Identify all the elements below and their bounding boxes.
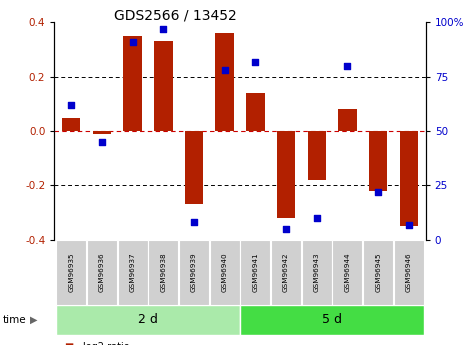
Text: GSM96943: GSM96943 [314,253,320,292]
Text: GSM96940: GSM96940 [222,253,228,292]
Bar [271,240,301,305]
Bar [240,240,271,305]
Bar [185,131,203,205]
Bar [210,240,240,305]
Bar [149,240,178,305]
Bar [307,131,326,180]
Bar [302,240,332,305]
Bar [277,131,295,218]
Point [159,26,167,32]
Bar [87,240,117,305]
Bar [179,240,209,305]
Text: GDS2566 / 13452: GDS2566 / 13452 [114,9,236,23]
Point [282,226,290,232]
Text: GSM96938: GSM96938 [160,253,166,292]
Text: ■: ■ [64,342,73,345]
Bar [93,131,111,134]
Bar [240,305,424,335]
Bar [154,41,173,131]
Point [252,59,259,64]
Point [221,68,228,73]
Text: GSM96945: GSM96945 [375,253,381,292]
Bar [118,240,148,305]
Point [129,39,136,45]
Bar [216,33,234,131]
Text: GSM96946: GSM96946 [406,253,412,292]
Bar [246,93,264,131]
Text: log2 ratio: log2 ratio [83,342,130,345]
Bar [338,109,357,131]
Text: 5 d: 5 d [322,314,342,326]
Text: GSM96937: GSM96937 [130,253,136,292]
Point [98,139,106,145]
Text: GSM96942: GSM96942 [283,253,289,292]
Point [68,102,75,108]
Point [374,189,382,195]
Text: GSM96944: GSM96944 [344,253,350,292]
Bar [123,36,142,131]
Bar [363,240,393,305]
Point [190,220,198,225]
Text: time: time [2,315,26,325]
Bar [369,131,387,191]
Text: ▶: ▶ [30,315,37,325]
Text: 2 d: 2 d [138,314,158,326]
Bar [400,131,418,226]
Bar [56,240,86,305]
Text: GSM96936: GSM96936 [99,253,105,292]
Bar [394,240,424,305]
Bar [56,305,240,335]
Point [313,215,321,221]
Point [405,222,412,227]
Bar [62,118,80,131]
Text: GSM96941: GSM96941 [253,253,258,292]
Text: GSM96939: GSM96939 [191,253,197,292]
Text: GSM96935: GSM96935 [68,253,74,292]
Bar [333,240,362,305]
Point [344,63,351,69]
